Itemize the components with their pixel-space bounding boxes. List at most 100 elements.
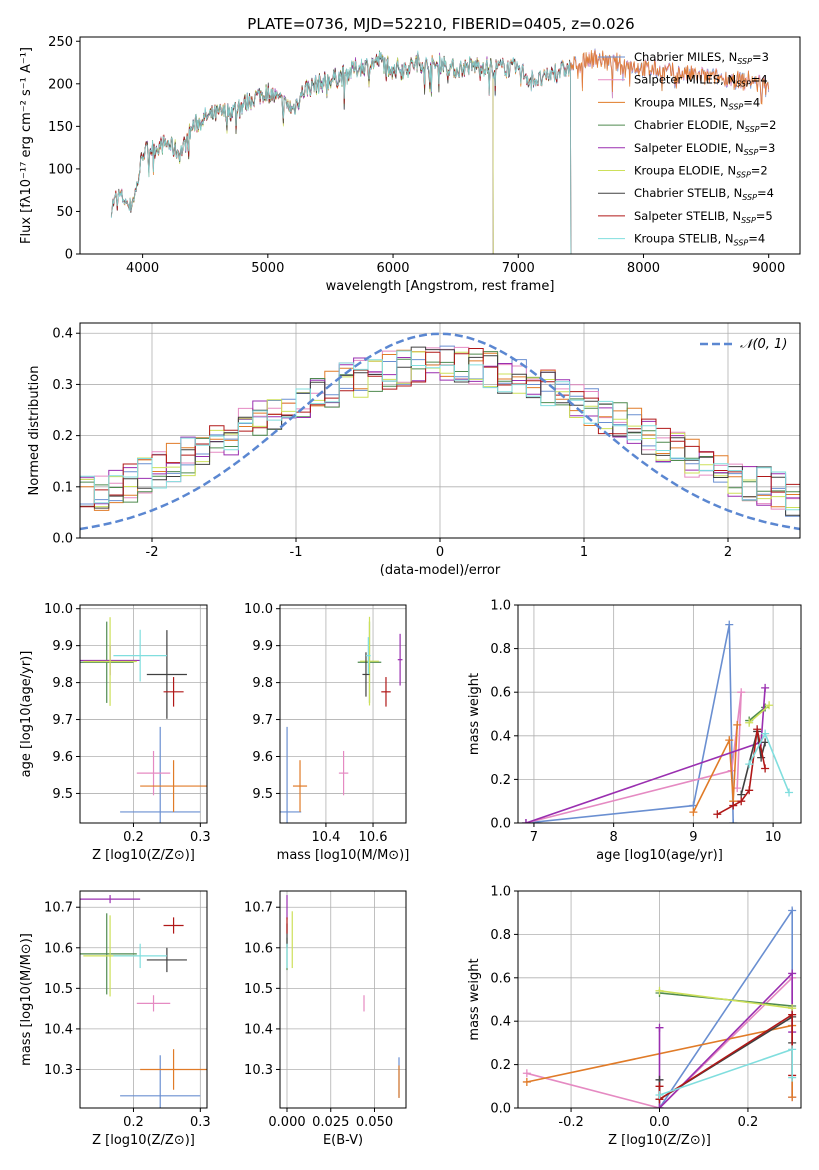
weight-marker: [757, 753, 766, 762]
panel-8: -0.2 0.0 0.2 0.0 0.2 0.4 0.6 0.8 1.0 Z [log10(Z/Z…: [467, 885, 802, 1148]
x-axis-label: Z [log10(Z/Z⊙)]: [92, 1133, 195, 1148]
x-axis-label: Z [log10(Z/Z⊙)]: [92, 848, 195, 863]
y-axis-label: mass [log10(M/M⊙)]: [19, 933, 34, 1066]
y-tick-label: 100: [48, 162, 73, 177]
legend-text: Chabrier ELODIE, N: [634, 118, 745, 132]
weight-marker: [788, 1010, 797, 1019]
legend-text: Chabrier MILES, N: [634, 50, 737, 64]
plot-area: [521, 620, 794, 823]
y-tick-label: 1.0: [490, 885, 511, 900]
x-tick-label: -1: [290, 545, 303, 560]
y-axis-label: mass weight: [467, 958, 482, 1040]
y-tick-label: 10.3: [244, 1063, 273, 1078]
axes-frame: [79, 890, 208, 1109]
legend-label: Kroupa MILES, NSSP=4: [634, 95, 760, 111]
figure-title: PLATE=0736, MJD=52210, FIBERID=0405, z=0…: [247, 15, 634, 33]
panel-7: 0.000 0.025 0.050 10.3 10.4 10.5 10.6 10.7 E(B-V…: [244, 890, 407, 1148]
weight-line-3: [748, 706, 766, 722]
legend-label: Chabrier MILES, NSSP=3: [634, 50, 769, 66]
weight-marker: [745, 786, 754, 795]
axes-frame: [279, 604, 407, 824]
legend-sub: SSP: [742, 193, 757, 202]
weight-line-0: [525, 624, 734, 823]
legend-label: Salpeter MILES, NSSP=4: [634, 73, 768, 89]
weight-line-7: [716, 729, 766, 816]
y-tick-label: 9.9: [52, 639, 73, 654]
x-tick-label: 0.2: [123, 1115, 144, 1130]
y-tick-label: 10.6: [44, 941, 73, 956]
x-tick-label: 0.2: [738, 1115, 759, 1130]
y-axis-label: mass weight: [467, 673, 482, 755]
y-tick-label: 10.4: [44, 1022, 73, 1037]
x-tick-label: -2: [146, 545, 159, 560]
weight-marker: [761, 683, 770, 692]
x-axis-label: mass [log10(M/M⊙)]: [277, 848, 410, 863]
histogram-5: [80, 351, 800, 508]
y-tick-label: 0: [65, 248, 73, 263]
y-tick-label: 0.0: [490, 817, 511, 832]
y-tick-label: 0.0: [52, 532, 73, 547]
legend-label: Kroupa ELODIE, NSSP=2: [634, 164, 768, 180]
plot-area: [80, 895, 207, 1108]
y-tick-label: 0.8: [490, 928, 511, 943]
x-tick-label: 0.3: [190, 830, 211, 845]
y-tick-label: 200: [48, 77, 73, 92]
x-tick-label: 10: [765, 830, 782, 845]
x-tick-label: 8: [610, 830, 618, 845]
legend-text: Salpeter STELIB, N: [634, 209, 741, 223]
y-tick-label: 10.7: [244, 901, 273, 916]
x-tick-label: 9: [689, 830, 697, 845]
legend-sub: SSP: [729, 102, 744, 111]
y-axis-label: Flux [fλ10⁻¹⁷ erg cm⁻² s⁻¹ A⁻¹]: [19, 47, 34, 244]
y-tick-label: 10.7: [44, 901, 73, 916]
legend-value: =3: [752, 50, 769, 64]
y-tick-label: 9.8: [252, 676, 273, 691]
y-tick-label: 50: [56, 205, 73, 220]
weight-line-5: [748, 704, 770, 724]
x-tick-label: 0.050: [356, 1115, 393, 1130]
weight-marker: [655, 1023, 664, 1032]
weight-line-5: [659, 990, 793, 1009]
legend-text: Salpeter ELODIE, N: [634, 141, 744, 155]
plot-area: [110, 48, 770, 254]
weight-marker: [729, 801, 738, 810]
y-tick-label: 9.7: [252, 713, 273, 728]
y-axis-label: age [log10(age/yr)]: [19, 651, 34, 778]
plot-area: [80, 332, 800, 531]
weight-marker: [725, 620, 734, 629]
x-tick-label: 7: [530, 830, 538, 845]
histogram-7: [80, 348, 800, 508]
legend-label: Salpeter STELIB, NSSP=5: [634, 209, 773, 225]
plot-area: [522, 906, 797, 1108]
y-tick-label: 0.0: [490, 1102, 511, 1117]
y-tick-label: 0.6: [490, 971, 511, 986]
y-tick-label: 10.0: [44, 602, 73, 617]
legend-value: =2: [760, 118, 777, 132]
y-axis-label: Normed distribution: [27, 366, 42, 496]
y-tick-label: 9.6: [252, 750, 273, 765]
weight-marker: [655, 986, 664, 995]
legend-label: Kroupa STELIB, NSSP=4: [634, 232, 765, 248]
x-tick-label: 2: [724, 545, 732, 560]
axes-frame: [517, 890, 802, 1109]
weight-marker: [655, 1104, 664, 1108]
legend-sub: SSP: [734, 239, 749, 248]
legend-value: =2: [751, 164, 768, 178]
y-tick-label: 9.8: [52, 676, 73, 691]
legend-value: =5: [756, 209, 773, 223]
weight-marker: [522, 1077, 531, 1086]
x-axis-label: wavelength [Angstrom, rest frame]: [326, 279, 555, 294]
legend-label: Chabrier STELIB, NSSP=4: [634, 186, 774, 202]
gaussian-curve: [80, 332, 800, 531]
x-axis-label: (data-model)/error: [380, 563, 501, 578]
panel-5: 7 8 9 10 0.0 0.2 0.4 0.6 0.8 1.0 age [log10(age/yr…: [467, 599, 802, 863]
y-tick-label: 150: [48, 120, 73, 135]
plot-area: [286, 895, 400, 1098]
y-tick-label: 9.5: [252, 787, 273, 802]
weight-marker: [521, 819, 530, 823]
weight-marker: [745, 760, 754, 769]
legend-value: =4: [748, 232, 765, 246]
weight-marker: [745, 718, 754, 727]
